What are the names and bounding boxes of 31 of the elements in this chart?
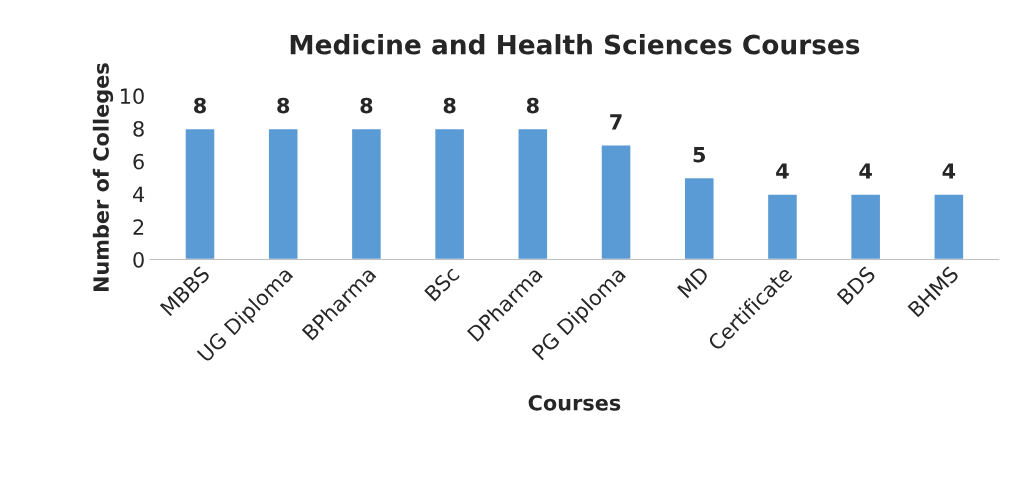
bar: [267, 127, 299, 260]
bar: [600, 144, 632, 260]
bar: [683, 176, 715, 260]
x-tick-label: BSc: [424, 265, 461, 302]
bar: [933, 193, 965, 260]
data-label: 4: [776, 163, 789, 179]
bar: [766, 193, 799, 260]
y-tick-label: 6: [133, 153, 144, 170]
y-tick-label: 0: [133, 251, 144, 268]
bar: [350, 127, 383, 260]
data-label: 5: [693, 147, 706, 163]
bar: [184, 127, 216, 260]
data-label: 4: [859, 163, 872, 179]
data-label: 8: [194, 97, 206, 114]
x-tick-label: MD: [677, 265, 710, 299]
data-label: 7: [610, 114, 622, 130]
bar: [517, 127, 549, 260]
chart-title: Medicine and Health Sciences Courses: [290, 34, 860, 55]
data-label: 8: [360, 97, 373, 114]
y-tick-label: 2: [133, 219, 144, 235]
y-tick-label: 10: [120, 88, 144, 105]
y-axis-title: Number of Colleges: [92, 63, 114, 292]
data-label: 8: [277, 97, 290, 114]
x-axis-title: Courses: [528, 394, 621, 411]
data-label: 4: [942, 163, 956, 179]
y-tick-label: 4: [132, 186, 145, 202]
data-label: 8: [526, 97, 539, 114]
data-label: 8: [443, 97, 456, 114]
bar: [433, 127, 466, 260]
bar: [849, 193, 882, 260]
y-tick-label: 8: [133, 121, 144, 137]
